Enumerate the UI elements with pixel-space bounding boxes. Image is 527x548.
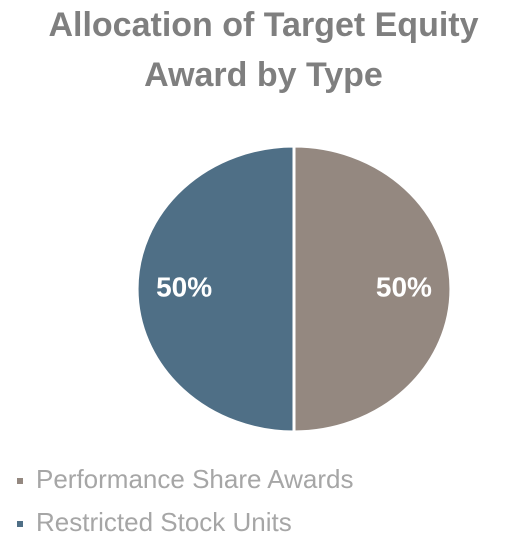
data-label: 50%: [156, 271, 212, 302]
legend-label: Restricted Stock Units: [36, 507, 292, 537]
legend-label: Performance Share Awards: [36, 464, 353, 494]
pie-slice: [292, 144, 453, 434]
chart-title: Allocation of Target Equity Award by Typ…: [48, 6, 479, 94]
legend-swatch: [17, 478, 23, 484]
data-label: 50%: [376, 271, 432, 302]
legend-swatch: [17, 521, 23, 527]
pie-slice: [135, 144, 296, 434]
